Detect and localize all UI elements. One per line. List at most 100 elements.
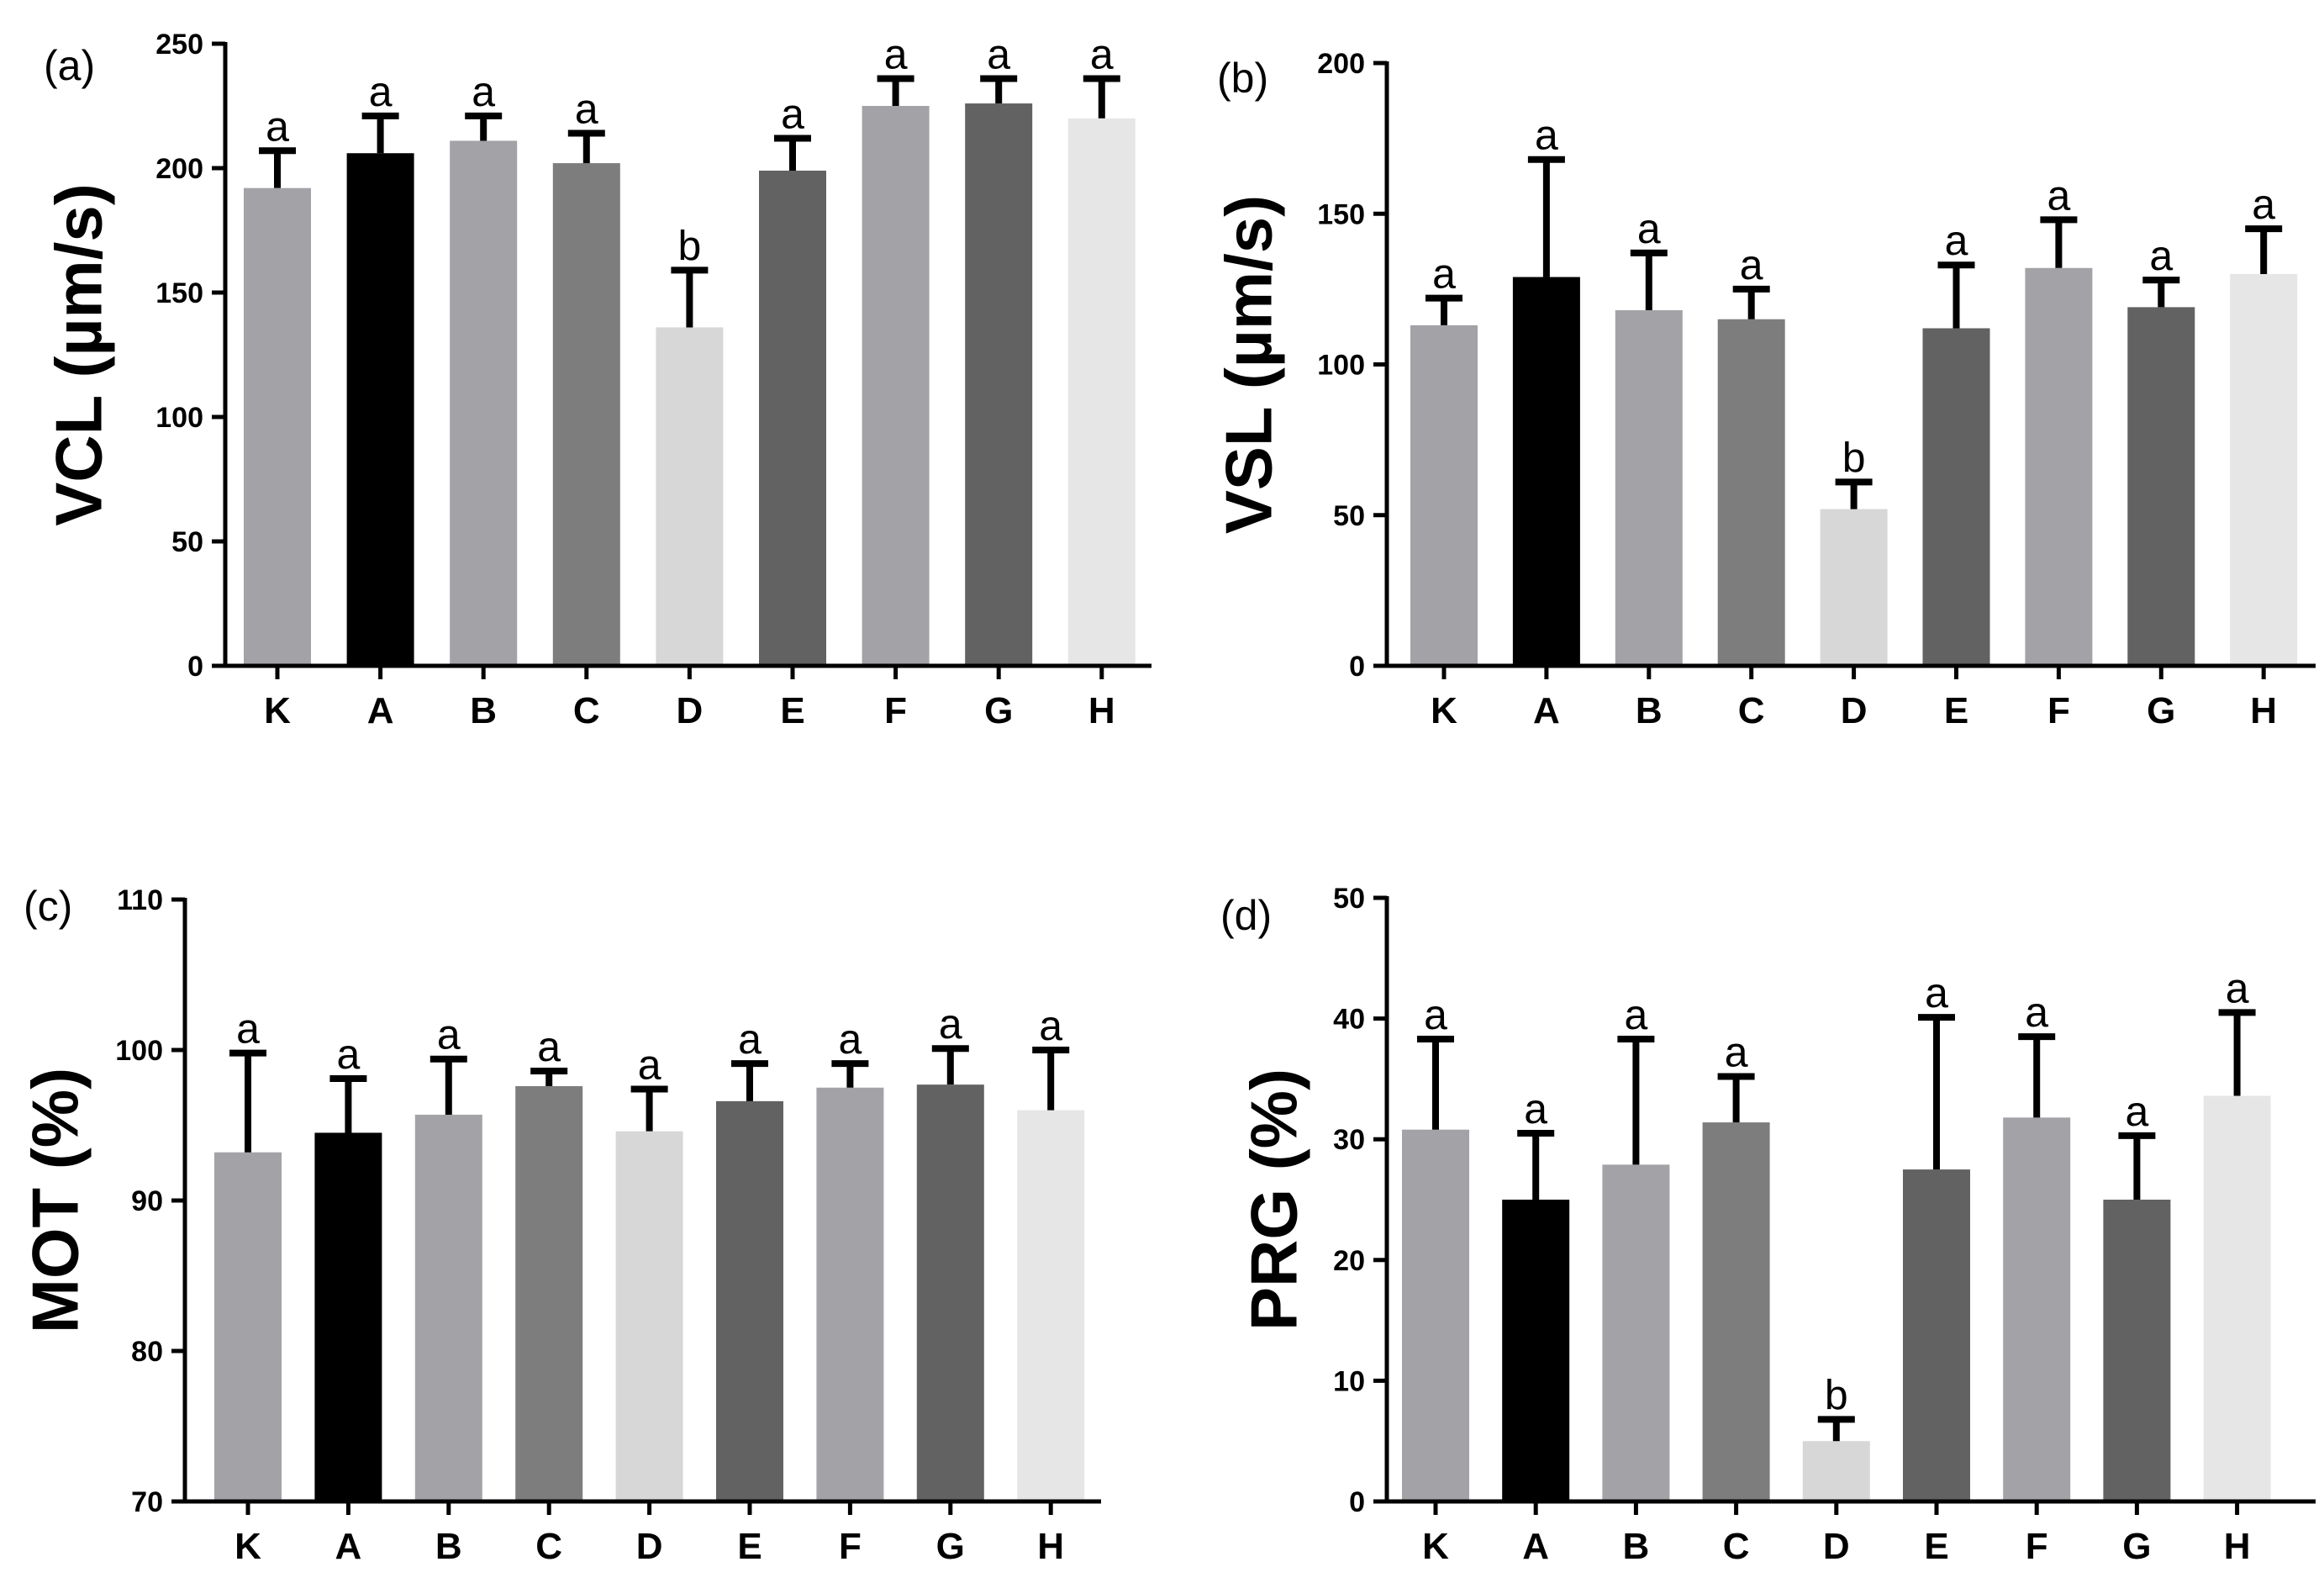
significance-letter-F: a — [884, 30, 908, 77]
x-tick-label-H: H — [2250, 690, 2277, 731]
x-tick-label-D: D — [1823, 1526, 1850, 1567]
x-tick-label-D: D — [677, 690, 704, 731]
y-axis-label: VCL (µm/s) — [42, 183, 116, 526]
y-tick-label: 250 — [155, 29, 203, 61]
bar-D — [656, 327, 724, 666]
bar-K — [1410, 325, 1478, 666]
y-tick-label: 50 — [171, 526, 203, 558]
x-tick-label-F: F — [839, 1526, 862, 1567]
significance-letter-A: a — [336, 1031, 360, 1078]
y-tick-label: 150 — [155, 277, 203, 309]
bar-B — [1602, 1164, 1670, 1501]
x-tick-label-E: E — [1924, 1526, 1948, 1567]
x-tick-label-K: K — [235, 1526, 261, 1567]
bar-F — [2025, 267, 2093, 666]
y-tick-label: 0 — [1349, 1486, 1365, 1518]
panel-label: (a) — [44, 42, 95, 89]
bar-A — [1502, 1200, 1570, 1501]
x-tick-label-F: F — [884, 690, 907, 731]
y-axis-label: PRG (%) — [1237, 1069, 1311, 1331]
significance-letter-A: a — [1524, 1085, 1547, 1132]
y-tick-label: 110 — [117, 884, 163, 916]
x-tick-label-B: B — [1636, 690, 1663, 731]
significance-letter-E: a — [1925, 969, 1948, 1016]
significance-letter-C: a — [537, 1023, 561, 1070]
y-tick-label: 200 — [1317, 48, 1365, 80]
x-tick-label-H: H — [1037, 1526, 1064, 1567]
bar-F — [862, 106, 930, 666]
significance-letter-G: a — [939, 1000, 962, 1047]
x-tick-label-B: B — [1623, 1526, 1650, 1567]
bar-H — [1017, 1110, 1085, 1501]
x-tick-label-K: K — [1431, 690, 1457, 731]
panel-a: (a) VCL (µm/s) a Ka Aa Ba Cb Da Ea Fa Ga H 0 50 100 150… — [42, 29, 1151, 731]
significance-letter-D: b — [1825, 1371, 1848, 1418]
significance-letter-H: a — [1090, 30, 1114, 77]
panel-label: (c) — [24, 883, 72, 930]
x-tick-label-H: H — [2224, 1526, 2251, 1567]
x-tick-label-K: K — [1422, 1526, 1449, 1567]
significance-letter-B: a — [1637, 205, 1661, 252]
x-tick-label-G: G — [984, 690, 1013, 731]
x-tick-label-G: G — [936, 1526, 965, 1567]
bar-C — [515, 1085, 583, 1501]
y-axis-label: MOT (%) — [18, 1068, 92, 1333]
significance-letter-E: a — [1945, 217, 1968, 264]
x-tick-label-K: K — [264, 690, 291, 731]
x-tick-label-E: E — [1944, 690, 1968, 731]
y-tick-label: 50 — [1333, 883, 1365, 915]
x-tick-label-B: B — [470, 690, 497, 731]
significance-letter-H: a — [1039, 1002, 1062, 1049]
significance-letter-G: a — [2125, 1088, 2148, 1135]
y-tick-label: 200 — [155, 153, 203, 185]
bar-H — [2230, 273, 2298, 666]
significance-letter-F: a — [838, 1016, 862, 1063]
bar-D — [1820, 509, 1888, 666]
bar-D — [615, 1131, 683, 1501]
y-tick-label: 80 — [131, 1336, 163, 1368]
bar-B — [450, 140, 518, 666]
significance-letter-D: b — [677, 222, 701, 269]
y-tick-label: 100 — [1317, 350, 1365, 382]
bar-K — [214, 1152, 282, 1501]
bar-B — [414, 1114, 482, 1501]
bar-G — [916, 1084, 984, 1501]
significance-letter-C: a — [1740, 241, 1763, 288]
x-tick-label-A: A — [1533, 690, 1560, 731]
x-tick-label-E: E — [737, 1526, 761, 1567]
significance-letter-E: a — [738, 1016, 761, 1063]
significance-letter-B: a — [472, 68, 495, 115]
bar-K — [1402, 1129, 1469, 1501]
bar-A — [314, 1132, 382, 1501]
bar-F — [2003, 1117, 2071, 1501]
significance-letter-H: a — [2226, 964, 2249, 1011]
bar-H — [2203, 1095, 2271, 1501]
bar-A — [1512, 277, 1580, 666]
significance-letter-G: a — [2149, 232, 2173, 279]
bar-E — [1903, 1169, 1970, 1501]
y-tick-label: 40 — [1333, 1004, 1365, 1036]
significance-letter-B: a — [437, 1011, 461, 1058]
bar-E — [716, 1100, 783, 1501]
panel-d: (d) PRG (%) a Ka Aa Ba Cb Da Ea Fa Ga H 0 10 20 30 40 50 — [1220, 883, 2316, 1567]
significance-letter-F: a — [2047, 171, 2070, 219]
significance-letter-A: a — [1535, 112, 1558, 159]
bar-C — [1702, 1122, 1770, 1501]
y-tick-label: 90 — [131, 1185, 163, 1217]
y-tick-label: 100 — [155, 402, 203, 434]
x-tick-label-H: H — [1088, 690, 1115, 731]
x-tick-label-G: G — [2147, 690, 2175, 731]
bar-A — [346, 153, 414, 667]
x-tick-label-C: C — [573, 690, 600, 731]
bar-E — [759, 170, 826, 666]
significance-letter-K: a — [1432, 251, 1456, 298]
y-tick-label: 0 — [187, 651, 203, 683]
x-tick-label-E: E — [780, 690, 804, 731]
x-tick-label-C: C — [1738, 690, 1765, 731]
bar-C — [552, 163, 620, 666]
x-tick-label-A: A — [367, 690, 394, 731]
significance-letter-B: a — [1624, 991, 1647, 1038]
significance-letter-C: a — [575, 86, 598, 133]
bar-F — [816, 1087, 884, 1501]
y-tick-label: 50 — [1333, 500, 1365, 532]
